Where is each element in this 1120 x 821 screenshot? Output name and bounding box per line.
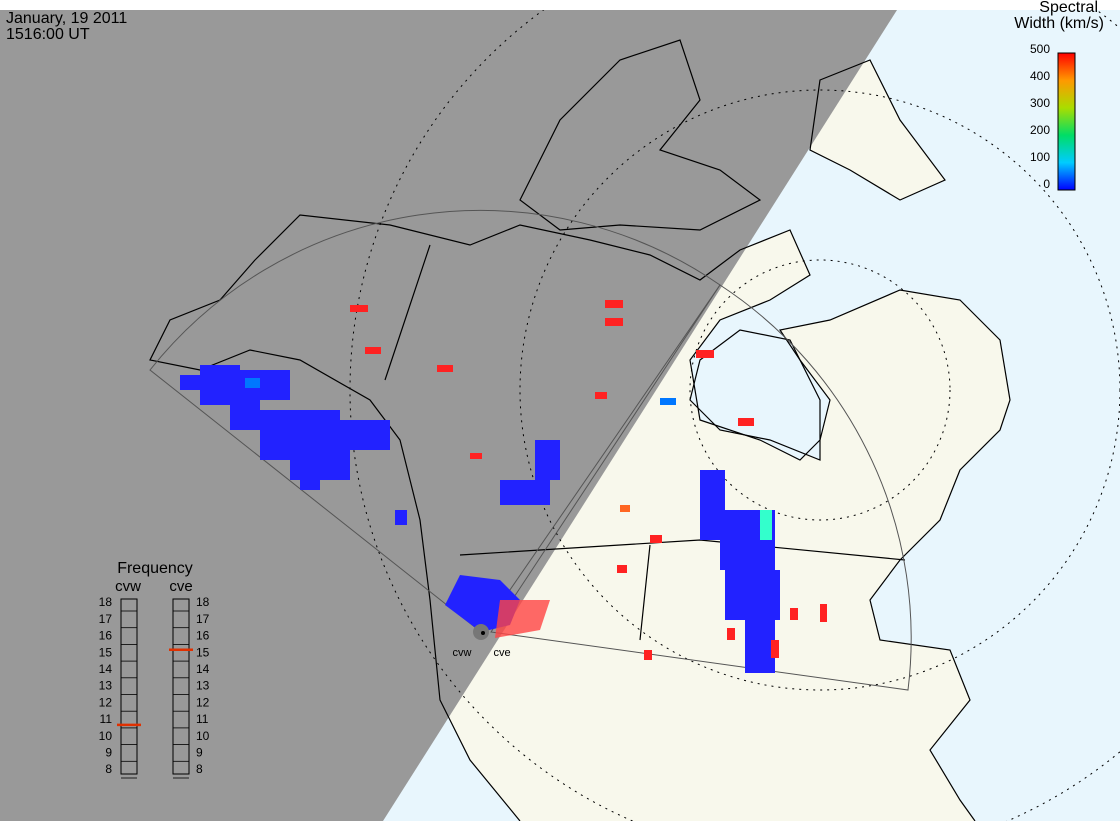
frequency-tick-label: 8 xyxy=(105,762,112,776)
echo xyxy=(330,420,390,450)
colorbar xyxy=(1057,52,1076,191)
frequency-tick-label: 14 xyxy=(99,662,113,676)
frequency-tick-label: 16 xyxy=(196,629,210,643)
frequency-tick-label: 10 xyxy=(196,729,210,743)
echo xyxy=(696,350,714,358)
colorbar-title: Width (km/s) xyxy=(1014,15,1104,32)
frequency-tick-label: 9 xyxy=(105,745,112,759)
echo xyxy=(745,620,775,673)
colorbar-title: Spectral xyxy=(1039,0,1098,16)
hudson-coast xyxy=(689,329,821,461)
colorbar-tick-label: 100 xyxy=(1030,150,1050,164)
radar-label: cve xyxy=(493,647,510,659)
echo xyxy=(738,418,754,426)
frequency-tick-label: 12 xyxy=(99,695,113,709)
frequency-tick-label: 18 xyxy=(99,595,113,609)
frequency-tick-label: 14 xyxy=(196,662,210,676)
frequency-tick-label: 17 xyxy=(196,612,210,626)
field-of-view xyxy=(149,209,721,633)
frequency-tick-label: 13 xyxy=(99,679,113,693)
frequency-title: Frequency xyxy=(117,560,193,577)
echo xyxy=(650,535,662,543)
frequency-tick-label: 8 xyxy=(196,762,203,776)
greenland-coast xyxy=(809,59,946,201)
colorbar-tick-label: 500 xyxy=(1030,42,1050,56)
echo xyxy=(760,510,772,540)
echo xyxy=(395,510,407,525)
echo xyxy=(617,565,627,573)
echo xyxy=(180,375,200,390)
echo xyxy=(727,628,735,640)
echo xyxy=(605,318,623,326)
latitude-circle xyxy=(689,259,951,521)
echo xyxy=(620,505,630,512)
echo xyxy=(605,300,623,308)
echo xyxy=(200,365,240,405)
echo xyxy=(350,305,368,312)
echo xyxy=(495,600,550,638)
islands-coast xyxy=(519,39,762,231)
frequency-scale xyxy=(120,598,138,775)
echo xyxy=(595,392,607,399)
night-shading xyxy=(0,10,897,821)
colorbar-tick-label: 400 xyxy=(1030,69,1050,83)
echo xyxy=(725,570,780,620)
echo xyxy=(790,608,798,620)
echo xyxy=(820,604,827,622)
time: 1516:00 UT xyxy=(6,26,90,43)
frequency-tick-label: 18 xyxy=(196,595,210,609)
field-of-view xyxy=(490,284,912,691)
colorbar-tick-label: 200 xyxy=(1030,123,1050,137)
echo xyxy=(500,480,550,505)
frequency-tick-label: 12 xyxy=(196,695,210,709)
radar-name: cve xyxy=(169,578,192,595)
radar-site xyxy=(473,624,489,640)
echo xyxy=(245,378,260,388)
frequency-tick-label: 17 xyxy=(99,612,113,626)
coastline xyxy=(149,214,1011,821)
radar-name: cvw xyxy=(115,578,141,595)
echo xyxy=(365,347,381,354)
frequency-tick-label: 11 xyxy=(196,712,209,726)
echo xyxy=(771,640,779,658)
echo xyxy=(470,453,482,459)
date: January, 19 2011 xyxy=(6,10,127,27)
colorbar-tick-label: 300 xyxy=(1030,96,1050,110)
echo xyxy=(535,440,560,480)
frequency-tick-label: 13 xyxy=(196,679,210,693)
echo xyxy=(230,400,260,430)
radar-site xyxy=(481,631,485,635)
radar-echoes xyxy=(180,300,827,673)
greenland xyxy=(810,60,945,200)
echo xyxy=(644,650,652,660)
frequency-scale xyxy=(172,598,190,775)
frequency-tick-label: 9 xyxy=(196,745,203,759)
echo xyxy=(437,365,453,372)
frequency-tick-label: 11 xyxy=(100,712,113,726)
echo xyxy=(660,398,676,405)
frequency-tick-label: 15 xyxy=(196,645,210,659)
frequency-tick-label: 16 xyxy=(99,629,113,643)
echo xyxy=(300,470,320,490)
colorbar-tick-label: 0 xyxy=(1043,177,1050,191)
frequency-tick-label: 15 xyxy=(99,645,113,659)
radar-label: cvw xyxy=(453,647,472,659)
frequency-tick-label: 10 xyxy=(99,729,113,743)
